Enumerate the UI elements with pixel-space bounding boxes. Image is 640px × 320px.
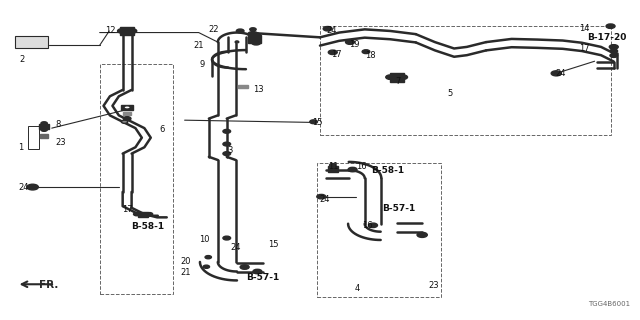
Circle shape — [128, 29, 137, 33]
Bar — [390, 73, 404, 82]
Text: 15: 15 — [312, 118, 323, 127]
Text: 10: 10 — [198, 235, 209, 244]
Circle shape — [369, 223, 378, 228]
Circle shape — [205, 256, 211, 259]
Text: FR.: FR. — [39, 280, 58, 290]
Circle shape — [248, 32, 258, 37]
Text: 19: 19 — [349, 40, 359, 49]
Text: 18: 18 — [365, 51, 376, 60]
Circle shape — [236, 29, 244, 33]
Text: 23: 23 — [429, 281, 439, 290]
Circle shape — [330, 164, 336, 167]
Text: 21: 21 — [193, 41, 204, 50]
Text: 22: 22 — [208, 25, 219, 34]
Circle shape — [41, 122, 47, 125]
Circle shape — [610, 49, 618, 53]
Circle shape — [317, 195, 326, 199]
Text: 2: 2 — [20, 55, 25, 64]
Circle shape — [118, 29, 127, 33]
Text: 14: 14 — [579, 24, 589, 33]
Circle shape — [417, 232, 428, 237]
Circle shape — [362, 50, 370, 53]
Text: 24: 24 — [319, 195, 330, 204]
Text: TGG4B6001: TGG4B6001 — [588, 301, 630, 307]
Circle shape — [223, 129, 230, 133]
Circle shape — [41, 128, 47, 131]
Circle shape — [223, 152, 230, 156]
Bar — [120, 27, 134, 36]
Text: 1: 1 — [19, 143, 24, 152]
Bar — [328, 166, 338, 172]
Circle shape — [310, 120, 317, 124]
Text: 9: 9 — [200, 60, 205, 69]
Text: B-57-1: B-57-1 — [383, 204, 416, 213]
Text: 24: 24 — [326, 27, 337, 36]
Bar — [39, 124, 49, 129]
Text: 21: 21 — [180, 268, 191, 277]
Circle shape — [122, 120, 128, 123]
Text: B-57-1: B-57-1 — [246, 273, 280, 282]
Text: 6: 6 — [159, 125, 164, 134]
Text: 23: 23 — [55, 138, 66, 147]
Circle shape — [386, 75, 395, 79]
Text: B-58-1: B-58-1 — [371, 166, 404, 175]
Circle shape — [27, 184, 38, 190]
Bar — [237, 85, 248, 88]
Circle shape — [610, 53, 618, 57]
Text: 3: 3 — [227, 146, 233, 155]
Text: 17: 17 — [332, 50, 342, 59]
Text: 11: 11 — [328, 162, 338, 171]
Bar — [138, 212, 148, 217]
Text: 15: 15 — [268, 240, 278, 249]
Text: 5: 5 — [448, 89, 453, 98]
Text: 24: 24 — [19, 183, 29, 192]
Circle shape — [323, 27, 332, 31]
Bar — [40, 134, 48, 138]
Bar — [248, 35, 261, 43]
Text: 16: 16 — [362, 221, 372, 230]
Circle shape — [328, 50, 337, 54]
Text: 24: 24 — [555, 69, 566, 78]
Circle shape — [399, 75, 408, 79]
Circle shape — [250, 28, 256, 31]
Circle shape — [223, 142, 230, 146]
Bar — [320, 26, 611, 134]
Circle shape — [346, 40, 355, 44]
Text: 17: 17 — [122, 205, 132, 214]
Text: 17: 17 — [579, 44, 590, 53]
Text: 16: 16 — [356, 162, 367, 171]
Text: 13: 13 — [253, 85, 264, 94]
Circle shape — [124, 117, 131, 121]
Bar — [317, 163, 442, 297]
Circle shape — [551, 71, 561, 76]
Bar — [15, 36, 48, 49]
Circle shape — [348, 167, 357, 172]
Circle shape — [240, 265, 249, 269]
Circle shape — [134, 212, 140, 216]
Bar — [28, 126, 39, 148]
Text: 4: 4 — [355, 284, 360, 292]
Circle shape — [223, 236, 230, 240]
Circle shape — [147, 212, 153, 216]
Bar — [100, 64, 173, 294]
Circle shape — [253, 269, 262, 274]
Circle shape — [203, 265, 209, 268]
Circle shape — [124, 106, 131, 109]
Bar — [124, 112, 131, 115]
Text: 8: 8 — [55, 120, 60, 130]
Text: B-17-20: B-17-20 — [587, 33, 627, 42]
Text: 20: 20 — [180, 257, 191, 266]
Bar — [122, 105, 133, 110]
Text: 7: 7 — [396, 77, 401, 86]
Text: 12: 12 — [105, 27, 115, 36]
Text: B-58-1: B-58-1 — [132, 222, 164, 231]
Circle shape — [252, 41, 260, 45]
Circle shape — [609, 45, 618, 49]
Circle shape — [252, 33, 260, 37]
Circle shape — [606, 24, 615, 28]
Text: 24: 24 — [230, 243, 241, 252]
